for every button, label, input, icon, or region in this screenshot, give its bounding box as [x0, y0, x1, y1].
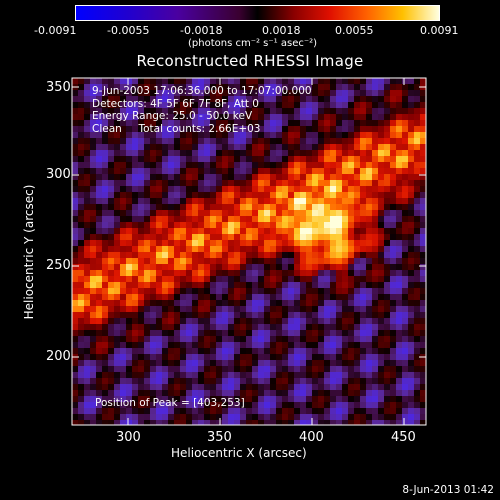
y-tick-label: 200	[46, 349, 71, 364]
y-tick-label: 250	[46, 258, 71, 273]
plot-title: Reconstructed RHESSI Image	[136, 52, 364, 70]
colorbar-tick-label: 0.0055	[335, 24, 374, 37]
colorbar-tick-label: -0.0018	[180, 24, 223, 37]
colorbar	[75, 5, 440, 21]
energy-range-line: Energy Range: 25.0 - 50.0 keV	[92, 110, 253, 122]
y-axis-label: Heliocentric Y (arcsec)	[22, 184, 36, 320]
x-tick-label: 450	[391, 430, 416, 445]
detectors-line: Detectors: 4F 5F 6F 7F 8F, Att 0	[92, 97, 259, 110]
x-axis-label: Heliocentric X (arcsec)	[171, 446, 307, 460]
clean-counts-line: Clean Total counts: 2.66E+03	[92, 122, 261, 135]
colorbar-tick-label: -0.0055	[107, 24, 150, 37]
x-tick-label: 300	[116, 430, 141, 445]
colorbar-tick-label: -0.0091	[34, 24, 77, 37]
y-tick-label: 350	[46, 80, 71, 95]
x-tick-label: 350	[207, 430, 232, 445]
x-tick-label: 400	[299, 430, 324, 445]
info-block: 9-Jun-2003 17:06:36.000 to 17:07:00.000 …	[92, 85, 312, 135]
footer-timestamp: 8-Jun-2013 01:42	[402, 484, 494, 496]
colorbar-ticks: -0.0091 -0.0055 -0.0018 0.0018 0.0055 0.…	[0, 0, 500, 40]
plot-frame	[71, 77, 427, 426]
time-range-line: 9-Jun-2003 17:06:36.000 to 17:07:00.000	[92, 85, 312, 97]
image-pixels	[72, 78, 426, 425]
peak-position-text: Position of Peak = [403,253]	[95, 397, 245, 409]
colorbar-tick-label: 0.0018	[262, 24, 301, 37]
colorbar-units: (photons cm⁻² s⁻¹ asec⁻²)	[188, 38, 318, 49]
axis-ticks	[72, 78, 426, 425]
colorbar-tick-label: 0.0091	[420, 24, 459, 37]
y-tick-label: 300	[46, 167, 71, 182]
